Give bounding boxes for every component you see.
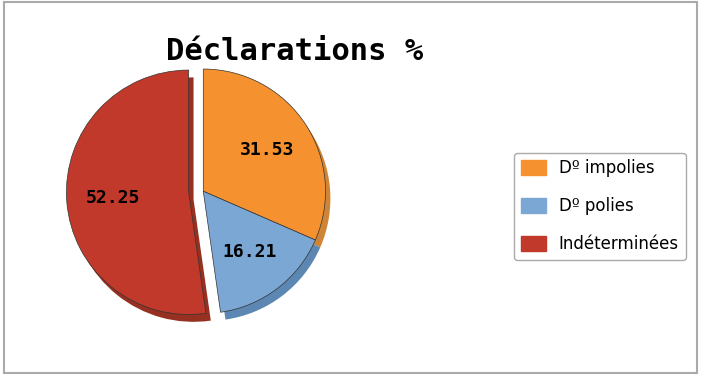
Text: Déclarations %: Déclarations %	[166, 38, 423, 66]
Wedge shape	[203, 69, 325, 240]
Text: 16.21: 16.21	[222, 243, 276, 261]
Text: 31.53: 31.53	[240, 141, 294, 159]
Wedge shape	[72, 77, 211, 322]
Wedge shape	[208, 76, 330, 248]
Legend: Dº impolies, Dº polies, Indéterminées: Dº impolies, Dº polies, Indéterminées	[514, 153, 686, 260]
Wedge shape	[67, 70, 206, 315]
Text: 52.25: 52.25	[86, 189, 140, 207]
Wedge shape	[203, 191, 315, 312]
Wedge shape	[208, 199, 320, 320]
